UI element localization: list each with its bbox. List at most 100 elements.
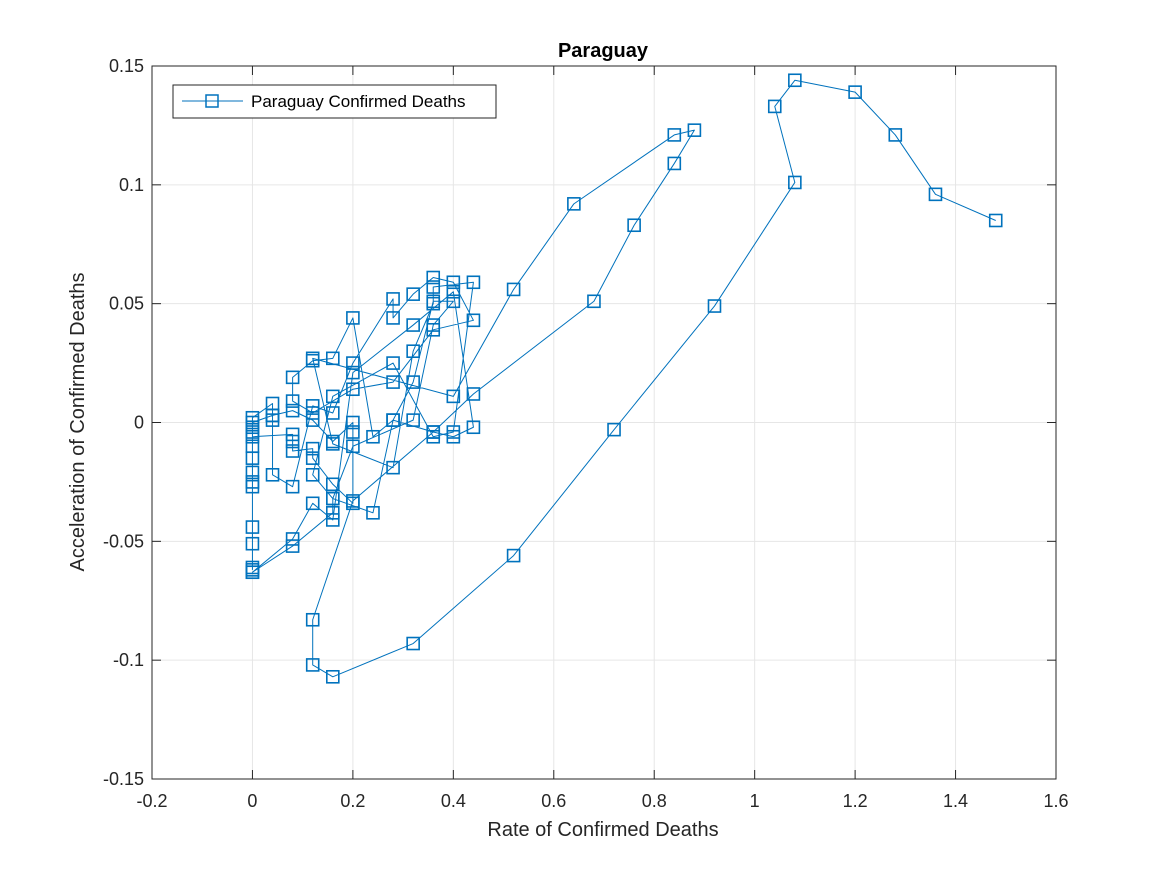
data-point: [285, 539, 300, 553]
data-point: [245, 475, 260, 489]
data-point: [245, 565, 260, 580]
data-point: [346, 415, 360, 430]
data-point: [346, 382, 360, 397]
data-point: [285, 479, 300, 494]
data-point: [305, 496, 320, 511]
data-point: [285, 532, 300, 546]
legend-label: Paraguay Confirmed Deaths: [251, 92, 466, 111]
x-tick-label: 1.6: [1043, 791, 1068, 811]
x-tick-label: 1.4: [943, 791, 968, 811]
data-point: [607, 422, 621, 437]
x-tick-label: -0.2: [136, 791, 167, 811]
data-point: [245, 429, 260, 444]
data-point: [426, 270, 441, 285]
x-tick-label: 0.4: [441, 791, 466, 811]
x-axis-label: Rate of Confirmed Deaths: [487, 819, 718, 841]
data-point: [767, 99, 782, 114]
data-point: [305, 399, 320, 413]
data-point: [587, 294, 601, 309]
data-point: [386, 356, 400, 370]
data-point: [285, 444, 300, 458]
data-point: [446, 294, 461, 309]
data-point: [446, 389, 461, 404]
x-tick-label: 0.8: [642, 791, 667, 811]
data-point: [667, 128, 682, 142]
y-tick-label: -0.15: [103, 769, 144, 789]
data-point: [325, 351, 340, 366]
data-point: [707, 299, 722, 313]
data-point: [285, 434, 300, 449]
data-point: [285, 370, 300, 385]
data-point: [325, 506, 340, 520]
data-point: [346, 425, 360, 439]
data-point: [446, 275, 461, 290]
x-tick-label: 0.6: [541, 791, 566, 811]
data-point: [305, 441, 320, 456]
data-point: [325, 491, 340, 506]
data-point: [988, 213, 1003, 228]
data-point: [466, 313, 481, 328]
x-tick-label: 0: [247, 791, 257, 811]
data-point: [245, 410, 260, 425]
data-point: [386, 375, 400, 389]
data-point: [788, 73, 802, 88]
data-point: [506, 548, 521, 563]
data-point: [888, 128, 903, 142]
data-point: [426, 280, 441, 294]
data-point: [346, 494, 360, 508]
y-tick-label: 0.1: [119, 175, 144, 195]
data-point: [386, 413, 400, 427]
data-point: [687, 123, 702, 137]
data-point: [325, 389, 340, 404]
data-point: [406, 375, 420, 389]
y-tick-label: -0.1: [113, 650, 144, 670]
data-point: [245, 420, 260, 435]
data-point: [627, 218, 641, 233]
data-point: [245, 536, 260, 551]
data-point: [928, 187, 943, 202]
data-point: [346, 311, 360, 325]
data-point: [325, 437, 340, 451]
legend: Paraguay Confirmed Deaths: [172, 84, 497, 119]
data-point: [506, 282, 521, 297]
data-point: [245, 465, 260, 480]
data-point: [386, 292, 400, 306]
data-point: [325, 406, 340, 420]
x-tick-label: 1.2: [843, 791, 868, 811]
data-point: [446, 284, 461, 299]
data-point: [305, 413, 320, 427]
y-tick-label: -0.05: [103, 531, 144, 551]
data-point: [285, 403, 300, 418]
data-point: [305, 451, 320, 465]
data-point: [466, 387, 481, 401]
data-point: [366, 506, 380, 520]
legend-marker-swatch: [205, 94, 219, 108]
data-point: [466, 275, 481, 290]
data-point: [305, 612, 320, 627]
data-point: [285, 394, 300, 408]
data-point: [426, 296, 441, 311]
data-point: [305, 351, 320, 366]
y-tick-label: 0.15: [109, 56, 144, 76]
data-point: [346, 356, 360, 370]
data-point: [406, 636, 420, 651]
data-point: [446, 425, 461, 439]
data-point: [245, 520, 260, 534]
data-point: [567, 197, 581, 211]
data-point: [426, 318, 441, 332]
chart-title: Paraguay: [558, 40, 649, 62]
data-point: [788, 175, 802, 190]
data-point: [848, 85, 862, 99]
data-point: [406, 413, 420, 427]
data-point: [305, 658, 320, 672]
x-tick-label: 0.2: [340, 791, 365, 811]
data-point: [466, 420, 481, 435]
data-point: [426, 425, 441, 439]
data-point: [305, 467, 320, 482]
data-point: [346, 439, 360, 454]
data-point: [325, 669, 340, 684]
data-point: [265, 467, 280, 482]
data-point: [667, 156, 682, 171]
data-point: [325, 477, 340, 492]
data-point: [346, 365, 360, 380]
